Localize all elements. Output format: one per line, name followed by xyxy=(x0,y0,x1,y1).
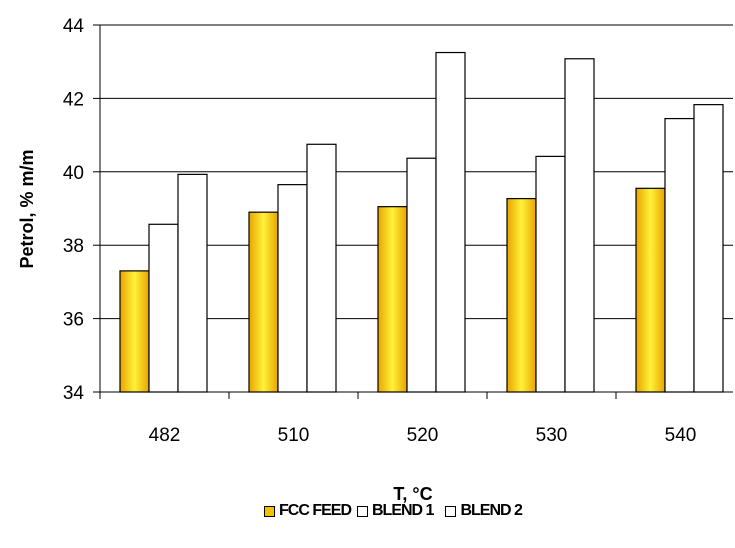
bar-blend-2-482 xyxy=(177,173,208,393)
bar-blend-1-510 xyxy=(277,184,308,393)
legend-label-blend-1: BLEND 1 xyxy=(372,502,434,519)
x-tick-label-482: 482 xyxy=(149,425,181,446)
legend-swatch-fcc-feed xyxy=(264,505,275,517)
x-tick-label-540: 540 xyxy=(665,425,697,446)
bar-blend-2-530 xyxy=(564,58,595,393)
y-tick-label-38: 38 xyxy=(63,236,84,257)
y-tick-label-40: 40 xyxy=(63,163,84,184)
y-tick-label-44: 44 xyxy=(63,16,85,37)
tick-labels: 34 36 38 40 42 44 482 510 520 530 540 xyxy=(63,16,696,446)
axes xyxy=(93,24,733,399)
legend-item-blend-2: BLEND 2 xyxy=(445,502,523,520)
legend-swatch-blend-2 xyxy=(445,505,457,517)
bar-blend-1-530 xyxy=(535,155,566,393)
bar-fcc-feed-510 xyxy=(248,211,279,393)
legend-label-fcc-feed: FCC FEED xyxy=(279,502,352,519)
legend-label-blend-2: BLEND 2 xyxy=(460,502,522,519)
legend: FCC FEED BLEND 1 BLEND 2 xyxy=(264,500,528,522)
bar-blend-2-510 xyxy=(306,143,337,393)
bar-fcc-feed-530 xyxy=(506,197,537,393)
legend-item-blend-1: BLEND 1 xyxy=(357,502,434,520)
x-tick-label-520: 520 xyxy=(407,425,439,446)
bar-blend-1-520 xyxy=(406,157,437,393)
y-tick-label-34: 34 xyxy=(63,383,85,404)
y-tick-label-36: 36 xyxy=(63,310,84,331)
bar-fcc-feed-482 xyxy=(119,270,150,393)
bar-blend-1-540 xyxy=(664,117,695,393)
legend-swatch-blend-1 xyxy=(357,505,368,517)
bars xyxy=(119,51,724,393)
bar-blend-2-540 xyxy=(693,104,724,393)
bar-fcc-feed-540 xyxy=(635,187,666,393)
bar-blend-1-482 xyxy=(148,223,179,393)
legend-item-fcc-feed: FCC FEED xyxy=(264,502,352,520)
bar-blend-2-520 xyxy=(435,51,466,393)
y-axis-title: Petrol, % m/m xyxy=(17,149,37,268)
bar-fcc-feed-520 xyxy=(377,206,408,393)
x-tick-label-510: 510 xyxy=(278,425,310,446)
x-tick-label-530: 530 xyxy=(536,425,568,446)
x-axis-title: T, °C xyxy=(393,484,432,504)
y-tick-label-42: 42 xyxy=(63,89,84,110)
